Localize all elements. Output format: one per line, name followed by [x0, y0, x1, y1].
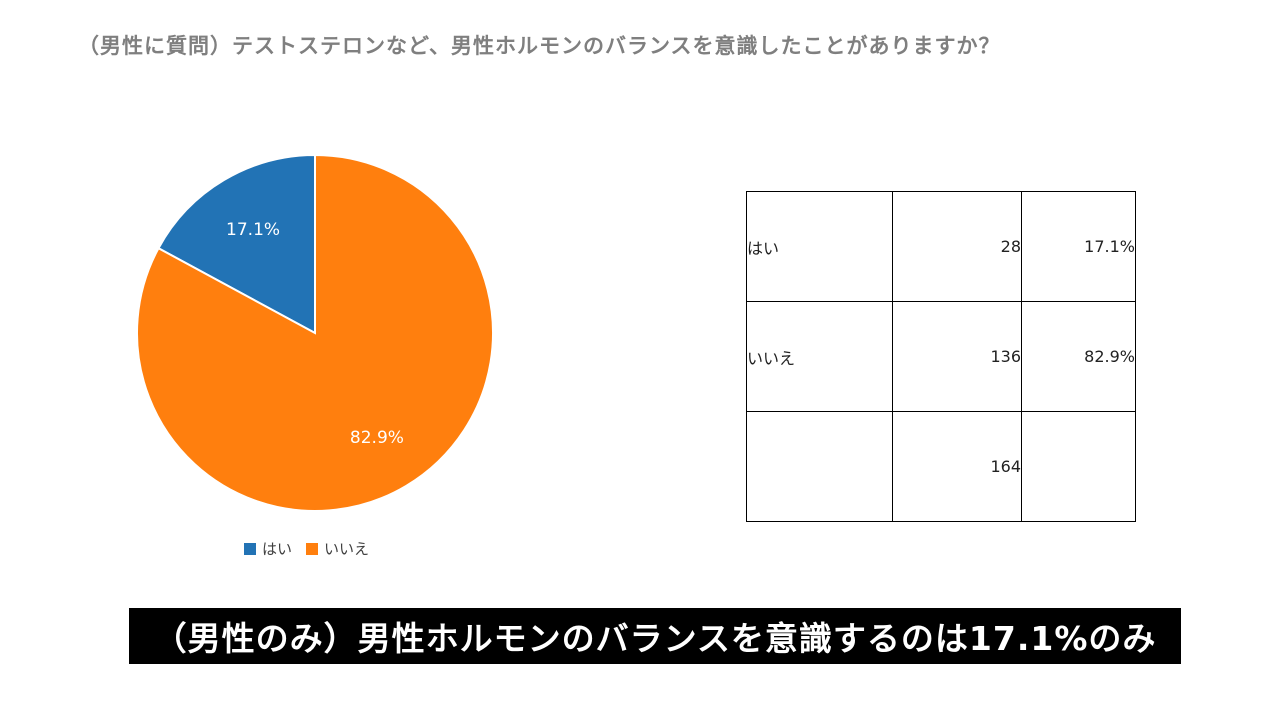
summary-table: はい 28 17.1% いいえ 136 82.9% 164	[746, 191, 1136, 522]
legend-label-no: いいえ	[324, 540, 370, 558]
legend-label-yes: はい	[262, 540, 293, 558]
pie-slice-no	[136, 153, 494, 512]
table-cell-count: 136	[892, 301, 1022, 412]
question-title: （男性に質問）テストステロンなど、男性ホルモンのバランスを意識したことがあります…	[78, 34, 1001, 58]
chart-legend: はい いいえ	[244, 538, 383, 559]
table-cell-total: 164	[892, 411, 1022, 522]
table-cell-label: はい	[746, 191, 893, 302]
table-cell-percent: 82.9%	[1021, 301, 1136, 412]
table-cell-label	[746, 411, 893, 522]
table-cell-count: 28	[892, 191, 1022, 302]
table-cell-percent	[1021, 411, 1136, 522]
table-row: いいえ 136 82.9%	[746, 301, 1136, 412]
conclusion-banner: （男性のみ）男性ホルモンのバランスを意識するのは17.1%のみ	[129, 608, 1181, 664]
table-cell-percent: 17.1%	[1021, 191, 1136, 302]
pie-chart: 17.1% 82.9%	[136, 153, 494, 512]
table-row: 164	[746, 411, 1136, 522]
legend-swatch-no	[306, 542, 319, 555]
legend-item-no: いいえ	[306, 538, 369, 559]
pie-data-label-no: 82.9%	[350, 428, 404, 448]
table-cell-label: いいえ	[746, 301, 893, 412]
table-row: はい 28 17.1%	[746, 191, 1136, 302]
pie-data-label-yes: 17.1%	[226, 220, 280, 240]
legend-item-yes: はい	[244, 538, 292, 559]
legend-swatch-yes	[244, 542, 256, 555]
pie-slice-yes	[157, 153, 316, 335]
